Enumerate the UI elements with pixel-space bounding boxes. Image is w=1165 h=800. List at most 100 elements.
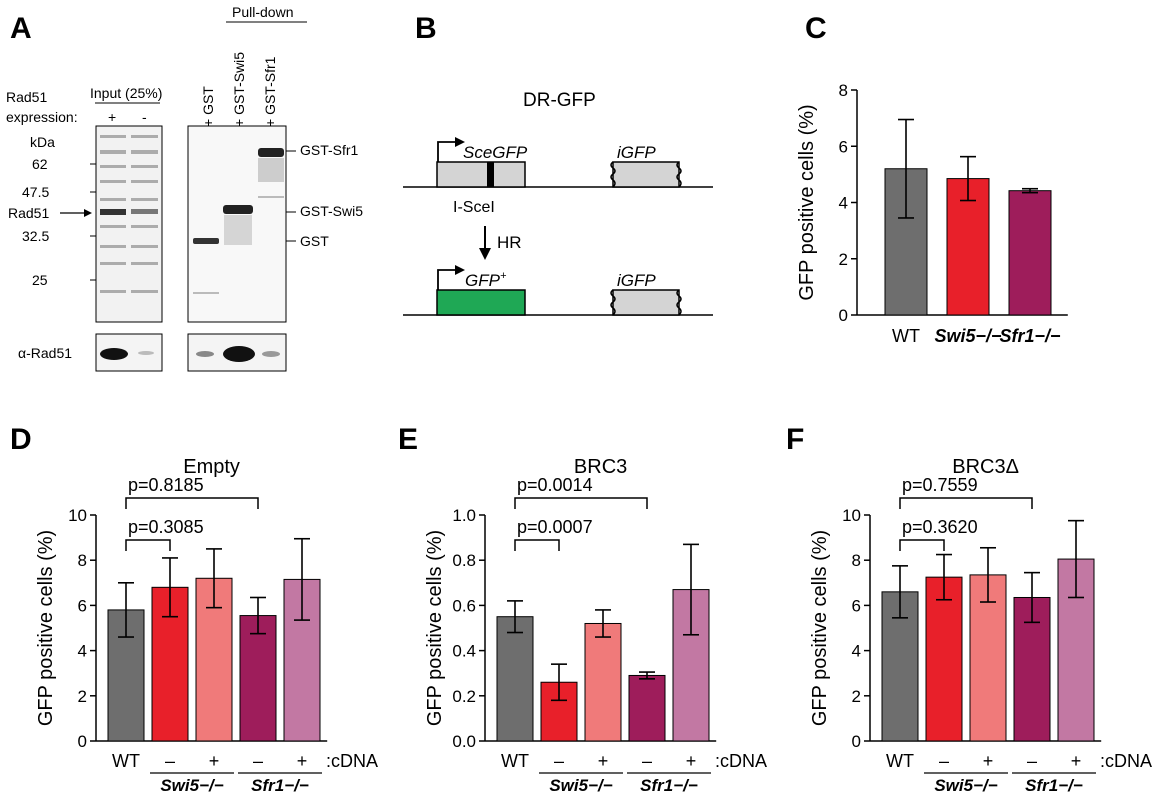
pvalue-label: p=0.7559	[902, 475, 978, 495]
igfp-label-bottom: iGFP	[617, 271, 656, 290]
chart-panel-d: Empty GFP positive cells (%) 0 2 4 6 8 10 WT – + – +…	[35, 456, 378, 795]
group-label: Swi5−/−	[549, 776, 612, 795]
pvalue-label: p=0.8185	[128, 475, 204, 495]
chart-panel-c: GFP positive cells (%) 0 2 4 6 8 WT Swi5−/−Sfr1…	[796, 81, 1068, 346]
panel-b-diagram: DR-GFP SceGFP iGFP I-SceI HR GFP+ iGFP	[403, 90, 713, 316]
x-tick-label: Sfr1−/−	[999, 326, 1061, 346]
input-header: Input (25%)	[90, 85, 162, 101]
gfp-plus-label: GFP+	[465, 270, 507, 290]
expression-plus: +	[108, 109, 116, 125]
marker-47-5: 47.5	[22, 184, 49, 200]
x-tick-label: Swi5−/−	[934, 326, 1002, 346]
y-tick-label: 0.2	[452, 687, 476, 706]
x-tick-label: –	[253, 751, 263, 771]
bar	[628, 674, 666, 742]
chart-title-f: BRC3Δ	[952, 456, 1019, 478]
cdna-label: :cDNA	[715, 751, 767, 771]
y-tick-label: 2	[839, 250, 848, 269]
pvalue-label: p=0.3620	[902, 517, 978, 537]
band-label-gst-swi5: GST-Swi5	[300, 203, 363, 219]
panel-letter-c: C	[805, 12, 827, 45]
dr-gfp-title: DR-GFP	[523, 90, 596, 111]
group-label: Swi5−/−	[160, 776, 223, 795]
group-label: Sfr1−/−	[1025, 776, 1083, 795]
x-tick-label: WT	[112, 751, 140, 771]
y-axis-label: GFP positive cells (%)	[809, 530, 831, 726]
alpha-rad51-label: α-Rad51	[18, 345, 72, 361]
y-tick-label: 0.0	[452, 732, 476, 751]
pvalue-label: p=0.0007	[517, 517, 593, 537]
group-label: Sfr1−/−	[640, 776, 698, 795]
x-tick-label: –	[554, 751, 564, 771]
hr-label: HR	[497, 233, 522, 252]
y-tick-label: 6	[78, 596, 87, 615]
lane-label-gst-swi5: + GST-Swi5	[231, 52, 247, 127]
x-tick-label: +	[686, 751, 697, 771]
y-axis-label: GFP positive cells (%)	[796, 104, 818, 300]
y-tick-label: 0	[78, 732, 87, 751]
band-label-gst: GST	[300, 233, 329, 249]
pvalue-label: p=0.3085	[128, 517, 204, 537]
panel-letter-b: B	[415, 12, 437, 45]
cdna-label: :cDNA	[1100, 751, 1152, 771]
pvalue-bracket	[125, 497, 259, 509]
chart-title-d: Empty	[183, 456, 240, 478]
chart-panel-f: BRC3Δ GFP positive cells (%) 0 2 4 6 8 10 WT – + – +…	[809, 456, 1152, 795]
pvalue-bracket	[899, 539, 945, 551]
kda-label: kDa	[30, 134, 55, 150]
y-tick-label: 10	[842, 506, 861, 525]
scegfp-label: SceGFP	[463, 143, 528, 162]
y-tick-label: 10	[68, 506, 87, 525]
panel-letter-a: A	[10, 12, 32, 45]
y-tick-label: 6	[852, 596, 861, 615]
chart-title-e: BRC3	[574, 456, 627, 478]
x-tick-label: +	[1071, 751, 1082, 771]
igfp-box-top	[612, 161, 680, 188]
pvalue-bracket	[125, 539, 171, 551]
isce-label: I-SceI	[453, 199, 495, 216]
bar	[925, 576, 963, 742]
marker-32-5: 32.5	[22, 228, 49, 244]
bar	[584, 622, 622, 742]
y-tick-label: 0.6	[452, 596, 476, 615]
y-tick-label: 8	[78, 551, 87, 570]
y-tick-label: 2	[78, 687, 87, 706]
lane-label-gst: + GST	[200, 86, 216, 127]
group-label: Swi5−/−	[934, 776, 997, 795]
bar	[1008, 190, 1052, 316]
rad51-label: Rad51	[6, 89, 47, 105]
y-tick-label: 1.0	[452, 506, 476, 525]
igfp-label-top: iGFP	[617, 143, 656, 162]
panel-letter-f: F	[786, 423, 805, 456]
y-tick-label: 0	[852, 732, 861, 751]
pvalue-bracket	[514, 539, 560, 551]
y-tick-label: 4	[839, 194, 848, 213]
expression-label: expression:	[6, 109, 78, 125]
pvalue-bracket	[514, 497, 648, 509]
x-tick-label: +	[209, 751, 220, 771]
x-tick-label: WT	[886, 751, 914, 771]
scegfp-box	[436, 161, 526, 188]
y-tick-label: 2	[852, 687, 861, 706]
rad51-arrow-label: Rad51	[8, 205, 49, 221]
panel-a-blot-figure: Pull-down Input (25%) + GST + GST-Swi5 +…	[6, 4, 363, 372]
x-tick-label: –	[1027, 751, 1037, 771]
x-tick-label: WT	[892, 326, 920, 346]
y-tick-label: 4	[852, 642, 861, 661]
x-tick-label: +	[297, 751, 308, 771]
y-tick-label: 4	[78, 642, 87, 661]
band-label-gst-sfr1: GST-Sfr1	[300, 142, 359, 158]
y-tick-label: 0.4	[452, 642, 476, 661]
y-axis-label: GFP positive cells (%)	[424, 530, 446, 726]
marker-62: 62	[32, 156, 48, 172]
y-tick-label: 0.8	[452, 551, 476, 570]
pulldown-header: Pull-down	[232, 4, 293, 20]
chart-panel-e: BRC3 GFP positive cells (%) 0.0 0.2 0.4 0.6 0.…	[424, 456, 767, 795]
pvalue-label: p=0.0014	[517, 475, 593, 495]
y-tick-label: 8	[852, 551, 861, 570]
y-tick-label: 6	[839, 137, 848, 156]
y-tick-label: 8	[839, 81, 848, 100]
y-tick-label: 0	[839, 306, 848, 325]
panel-letter-e: E	[398, 423, 419, 456]
pvalue-bracket	[899, 497, 1033, 509]
